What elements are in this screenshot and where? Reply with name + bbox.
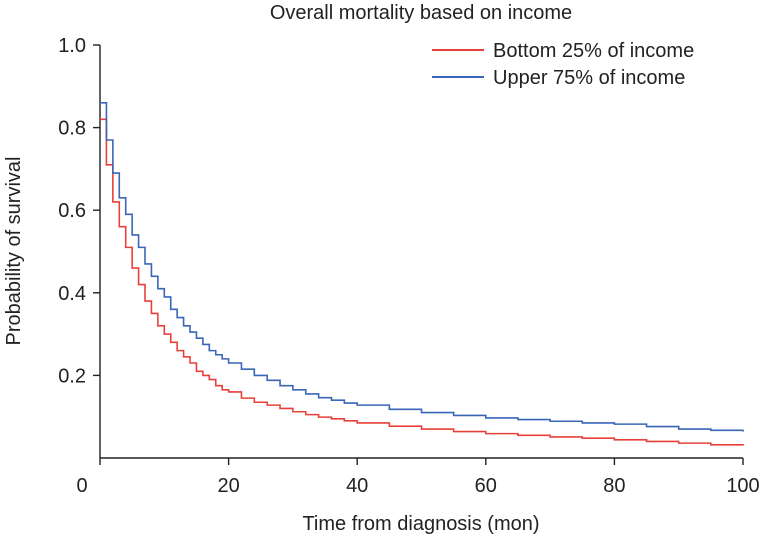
x-tick-label: 80 (603, 475, 625, 497)
series-line-upper-75 (100, 102, 744, 432)
y-tick-label: 0.4 (58, 283, 86, 305)
y-tick-label: 1.0 (58, 35, 86, 57)
x-axis-title: Time from diagnosis (mon) (302, 513, 539, 535)
x-tick-label: 60 (475, 475, 497, 497)
y-ticks: 0.2 0.4 0.6 0.8 1.0 (58, 35, 100, 387)
x-tick-label: 0 (76, 475, 87, 497)
chart-title: Overall mortality based on income (270, 2, 572, 24)
x-tick-label: 100 (726, 475, 759, 497)
x-tick-label: 40 (346, 475, 368, 497)
legend-label-bottom-25: Bottom 25% of income (493, 40, 694, 62)
y-tick-label: 0.8 (58, 118, 86, 140)
y-axis-title: Probability of survival (3, 157, 25, 346)
axes (99, 45, 743, 459)
legend: Bottom 25% of income Upper 75% of income (432, 40, 694, 89)
y-tick-label: 0.2 (58, 365, 86, 387)
series-group (100, 102, 744, 446)
x-ticks: 0 20 40 60 80 100 (76, 458, 760, 497)
series-line-bottom-25 (100, 118, 744, 446)
x-tick-label: 20 (217, 475, 239, 497)
legend-label-upper-75: Upper 75% of income (493, 67, 685, 89)
y-tick-label: 0.6 (58, 200, 86, 222)
